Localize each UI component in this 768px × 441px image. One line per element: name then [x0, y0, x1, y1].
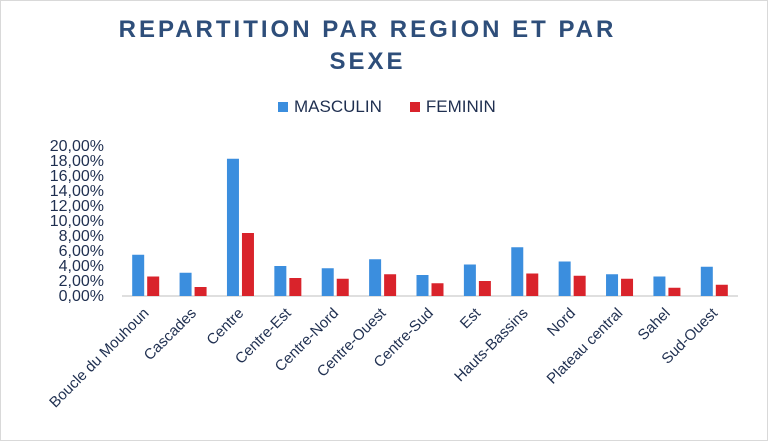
x-tick-label: Cascades	[141, 305, 200, 364]
y-tick-label: 20,00%	[50, 138, 104, 155]
y-tick-label: 0,00%	[59, 288, 104, 305]
x-tick-label: Boucle du Mouhoun	[46, 305, 152, 411]
bar-masculin	[132, 254, 145, 296]
legend-swatch-feminin	[409, 102, 420, 112]
legend-label-feminin: FEMININ	[425, 97, 496, 116]
y-tick-label: 18,00%	[50, 153, 104, 170]
bar-feminin	[147, 276, 160, 296]
chart-title-line-2: SEXE	[329, 48, 406, 75]
bar-masculin	[558, 261, 571, 296]
bar-masculin	[179, 272, 192, 296]
bar-masculin	[606, 274, 619, 296]
bar-masculin	[416, 275, 429, 296]
bar-masculin	[369, 259, 382, 296]
y-tick-label: 14,00%	[50, 183, 104, 200]
y-tick-label: 6,00%	[59, 243, 104, 260]
x-tick-label: Sahel	[635, 305, 674, 344]
bar-masculin	[653, 276, 666, 296]
bar-feminin	[336, 278, 349, 296]
bar-masculin	[321, 268, 334, 296]
y-tick-label: 10,00%	[50, 213, 104, 230]
bar-feminin	[668, 287, 681, 296]
legend-item-masculin: MASCULIN	[278, 97, 382, 117]
bar-feminin	[241, 233, 254, 296]
bar-feminin	[573, 275, 586, 296]
y-tick-label: 8,00%	[59, 228, 104, 245]
bar-feminin	[621, 278, 634, 296]
legend-item-feminin: FEMININ	[409, 97, 496, 117]
bar-masculin	[226, 158, 239, 296]
legend-swatch-masculin	[278, 102, 288, 112]
chart-title: REPARTITION PAR REGION ET PAR SEXE	[0, 14, 735, 78]
bar-feminin	[194, 287, 207, 296]
bar-masculin	[274, 266, 287, 296]
y-tick-label: 4,00%	[59, 258, 104, 275]
x-tick-label: Centre	[203, 305, 247, 349]
y-tick-label: 12,00%	[50, 198, 104, 215]
bar-feminin	[715, 284, 728, 296]
x-tick-label: Est	[457, 304, 485, 332]
chart-title-line-1: REPARTITION PAR REGION ET PAR	[118, 16, 617, 43]
bar-masculin	[511, 247, 524, 296]
y-tick-label: 2,00%	[59, 273, 104, 290]
bar-feminin	[431, 283, 444, 296]
legend-label-masculin: MASCULIN	[294, 97, 382, 116]
y-tick-label: 16,00%	[50, 168, 104, 185]
bar-feminin	[289, 278, 302, 296]
chart-legend: MASCULIN FEMININ	[278, 97, 524, 117]
bar-feminin	[478, 281, 491, 296]
bar-masculin	[700, 266, 713, 296]
bar-feminin	[384, 274, 397, 296]
x-tick-label: Nord	[544, 305, 579, 340]
bar-feminin	[526, 273, 539, 296]
bar-masculin	[463, 264, 476, 296]
